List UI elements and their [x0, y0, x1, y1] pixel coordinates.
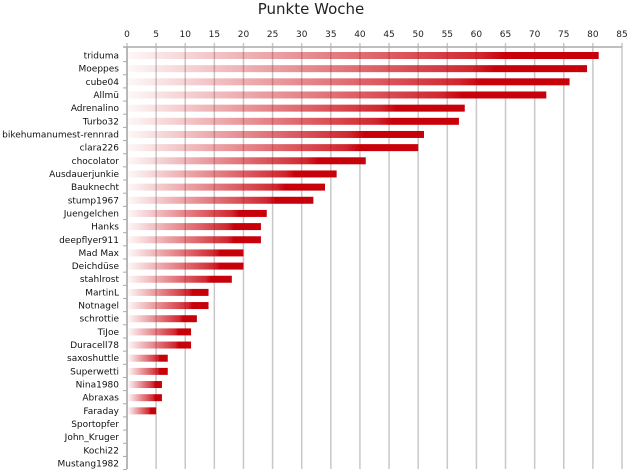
category-label: schrottie — [80, 315, 120, 325]
bar — [128, 65, 588, 73]
bar — [128, 341, 192, 349]
x-tick-label: 5 — [153, 30, 159, 40]
bar — [128, 223, 261, 231]
x-tick-label: 75 — [558, 30, 569, 40]
x-tick-label: 40 — [354, 30, 366, 40]
bar — [128, 302, 209, 310]
bar — [128, 262, 244, 270]
x-tick-label: 60 — [471, 30, 483, 40]
category-label: stump1967 — [68, 196, 119, 206]
x-tick-label: 20 — [238, 30, 250, 40]
category-label: Allmü — [93, 91, 119, 101]
category-label: chocolator — [72, 157, 120, 167]
category-label: Nina1980 — [76, 381, 120, 391]
bar — [128, 170, 337, 178]
x-tick-label: 30 — [296, 30, 308, 40]
category-label: Hanks — [91, 223, 119, 233]
bar — [128, 130, 424, 138]
bar — [128, 104, 465, 112]
bar — [128, 394, 162, 402]
category-label: Faraday — [83, 407, 119, 417]
x-tick-label: 85 — [616, 30, 627, 40]
bar — [128, 78, 570, 86]
x-tick-label: 65 — [500, 30, 511, 40]
bar — [128, 407, 157, 415]
bar — [128, 249, 244, 257]
bar — [128, 236, 261, 244]
bar — [128, 381, 162, 389]
bar — [128, 117, 459, 125]
bar — [128, 52, 599, 59]
category-label: Turbo32 — [82, 117, 119, 127]
x-tick-label: 10 — [180, 30, 192, 40]
chart-title: Punkte Woche — [258, 0, 364, 18]
category-label: Abraxas — [82, 394, 119, 404]
category-label: TiJoe — [97, 328, 120, 338]
x-tick-label: 55 — [442, 30, 453, 40]
x-tick-label: 70 — [529, 30, 541, 40]
category-label: Moeppes — [79, 65, 120, 75]
category-label: Duracell78 — [70, 341, 119, 351]
bar — [128, 144, 419, 152]
bar — [128, 275, 232, 283]
category-label: clara226 — [80, 144, 120, 154]
category-label: Juengelchen — [63, 209, 119, 219]
bar — [128, 196, 314, 204]
x-tick-label: 15 — [209, 30, 220, 40]
category-label: deepflyer911 — [59, 236, 119, 246]
category-label: Notnagel — [78, 302, 119, 312]
bar — [128, 157, 366, 165]
category-label: Ausdauerjunkie — [49, 170, 119, 180]
bar — [128, 288, 209, 296]
category-label: Sportopfer — [71, 420, 119, 430]
category-label: Deichdüse — [72, 262, 120, 272]
x-tick-label: 0 — [124, 30, 130, 40]
category-label: Kochi22 — [83, 446, 119, 456]
bar — [128, 367, 168, 375]
category-label: MartinL — [85, 288, 119, 298]
category-label: cube04 — [86, 78, 120, 88]
bar — [128, 315, 197, 323]
category-label: Bauknecht — [71, 183, 119, 193]
bar — [128, 91, 547, 99]
category-label: Mad Max — [79, 249, 120, 259]
bar — [128, 209, 267, 217]
category-label: Adrenalino — [71, 104, 120, 114]
x-tick-label: 80 — [587, 30, 599, 40]
category-label: Mustang1982 — [57, 460, 119, 470]
x-tick-label: 45 — [383, 30, 394, 40]
bar — [128, 183, 325, 191]
bar — [128, 328, 192, 336]
bar — [128, 354, 168, 362]
category-label: bikehumanumest-rennrad — [2, 130, 119, 140]
x-tick-label: 35 — [325, 30, 336, 40]
x-tick-label: 25 — [267, 30, 278, 40]
category-label: stahlrost — [80, 275, 120, 285]
category-label: saxoshuttle — [67, 354, 119, 364]
x-tick-label: 50 — [412, 30, 424, 40]
category-label: Superwetti — [70, 367, 119, 377]
category-label: triduma — [84, 52, 119, 62]
category-label: John_Kruger — [64, 433, 120, 443]
